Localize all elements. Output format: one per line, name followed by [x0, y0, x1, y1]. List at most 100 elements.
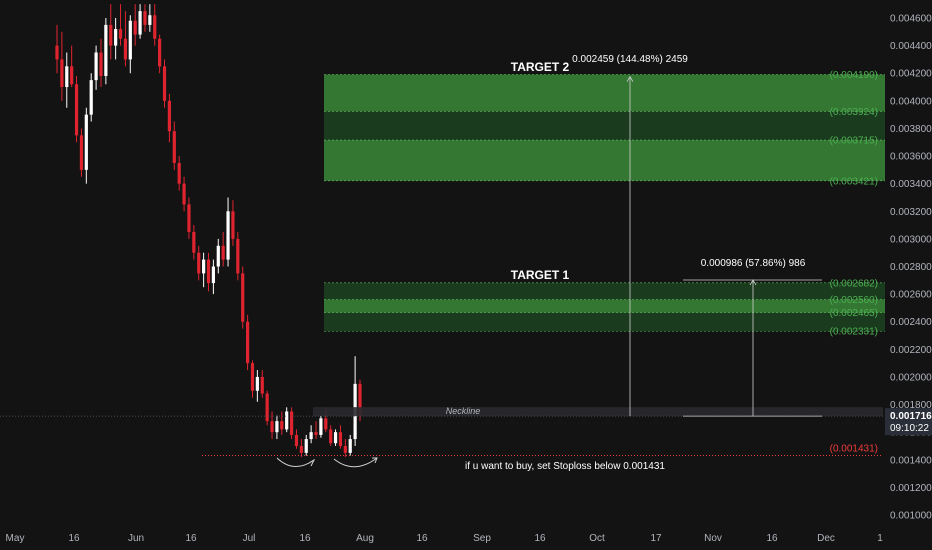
zone-price-label: (0.002560): [830, 295, 878, 306]
candle-body: [187, 204, 191, 232]
time-tick-label: Jun: [128, 533, 144, 544]
candle-body: [74, 84, 79, 136]
time-tick-label: 16: [185, 533, 197, 544]
candle-body: [84, 114, 88, 170]
candle-body: [133, 20, 137, 35]
time-axis[interactable]: May 16 Jun 16 Jul 16 Aug 16 Sep 16 Oct 17 Nov 16 Dec 1: [6, 533, 884, 544]
candle-body: [211, 266, 215, 284]
stoploss-label: (0.001431): [830, 443, 878, 454]
candle-body: [236, 238, 240, 274]
candle-body: [309, 432, 313, 440]
candle-body: [60, 59, 64, 88]
candle-body: [123, 38, 128, 60]
candle-body: [79, 135, 84, 170]
time-tick-label: 16: [68, 533, 80, 544]
price-tick-label: 0.003200: [890, 207, 932, 218]
overlays: TARGET 2 TARGET 1 Neckline (0.001431) if u w…: [0, 54, 885, 472]
candle-body: [231, 211, 235, 239]
candle-body: [250, 363, 255, 391]
candle-body: [94, 52, 98, 81]
candle-body: [114, 29, 118, 46]
zone-price-label: (0.004190): [830, 70, 878, 81]
current-price-tag-bg: [885, 408, 932, 436]
candle-body: [294, 434, 299, 446]
target-1-title: TARGET 1: [511, 268, 570, 282]
candle-body: [118, 29, 123, 39]
measure-label-target1: 0.000986 (57.86%) 986: [701, 258, 806, 269]
zone-price-label: (0.003924): [830, 107, 878, 118]
time-tick-label: Nov: [704, 533, 722, 544]
price-tick-label: 0.004400: [890, 41, 932, 52]
zone-price-label: (0.002331): [830, 327, 878, 338]
price-tick-label: 0.001400: [890, 455, 932, 466]
candle-body: [109, 24, 113, 46]
price-tick-label: 0.002200: [890, 345, 932, 356]
neckline-label: Neckline: [446, 406, 481, 416]
candle-body: [55, 45, 59, 60]
candle-body: [177, 162, 181, 184]
candle-body: [265, 393, 269, 422]
zone-price-label: (0.003421): [830, 176, 878, 187]
time-tick-label: Sep: [473, 533, 491, 544]
candle-body: [245, 321, 250, 364]
time-tick-label: Oct: [589, 533, 605, 544]
price-tick-label: 0.004000: [890, 96, 932, 107]
candles: [55, 4, 362, 458]
candle-body: [182, 183, 186, 205]
target-zone-band: [324, 74, 885, 112]
time-tick-label: 16: [534, 533, 546, 544]
candle-body: [104, 24, 108, 76]
candle-body: [65, 66, 69, 88]
price-tick-label: 0.002000: [890, 372, 932, 383]
candle-body: [270, 421, 274, 433]
zone-labels: (0.004190) (0.003924) (0.003715) (0.003421)…: [830, 70, 878, 338]
time-tick-label: Dec: [817, 533, 835, 544]
candle-body: [172, 131, 176, 163]
time-tick-label: 16: [416, 533, 428, 544]
candle-body: [289, 411, 294, 435]
time-tick-label: Jul: [243, 533, 256, 544]
candle-body: [143, 11, 147, 25]
target-2-title: TARGET 2: [511, 60, 570, 74]
zone-price-label: (0.002682): [830, 278, 878, 289]
time-tick-label: 16: [299, 533, 311, 544]
price-tick-label: 0.002600: [890, 290, 932, 301]
candle-body: [241, 273, 245, 322]
bottom-arc-left-head: [308, 458, 316, 467]
price-tick-label: 0.003400: [890, 179, 932, 190]
candle-body: [148, 15, 152, 25]
candle-body: [99, 52, 103, 76]
candle-body: [304, 439, 308, 453]
candle-body: [162, 66, 167, 101]
candle-body: [343, 445, 347, 453]
candle-body: [70, 66, 74, 85]
candle-body: [275, 421, 279, 433]
price-tick-label: 0.004200: [890, 69, 932, 80]
candle-body: [280, 421, 284, 430]
candle-body: [158, 38, 162, 67]
candle-body: [153, 15, 157, 39]
target-zone-band: [324, 111, 885, 141]
price-tick-label: 0.001800: [890, 400, 932, 411]
candle-body: [333, 432, 338, 444]
candle-body: [299, 445, 303, 453]
price-tick-label: 0.003600: [890, 152, 932, 163]
candle-body: [138, 11, 142, 35]
target-zones: [324, 74, 885, 332]
candle-body: [226, 211, 230, 260]
candle-body: [202, 259, 206, 274]
candle-body: [314, 432, 318, 435]
price-tick-label: 0.002800: [890, 262, 932, 273]
candle-body: [358, 383, 362, 416]
price-tick-label: 0.001000: [890, 511, 932, 522]
current-price-countdown: 09:10:22: [890, 423, 929, 434]
stoploss-note: if u want to buy, set Stoploss below 0.0…: [465, 461, 665, 472]
candle-body: [89, 80, 93, 115]
price-axis[interactable]: 0.004600 0.004400 0.004200 0.004000 0.003800…: [885, 14, 932, 522]
neckline-box: [313, 407, 883, 417]
target-zone-band: [324, 140, 885, 181]
price-tick-label: 0.003800: [890, 124, 932, 135]
bottom-arc-right-head: [372, 457, 378, 464]
current-price-value: 0.001716: [890, 411, 932, 422]
